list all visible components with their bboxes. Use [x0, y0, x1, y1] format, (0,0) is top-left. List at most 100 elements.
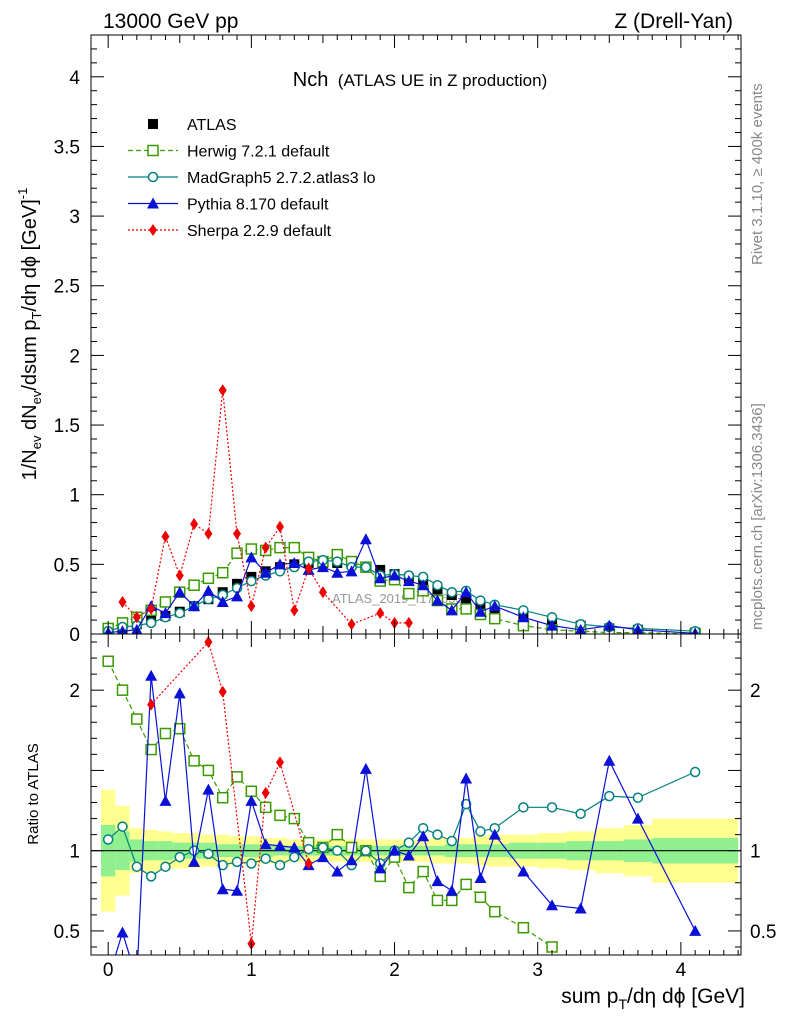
legend-label: Pythia 8.170 default: [187, 197, 329, 214]
legend-marker-sherpa: [149, 224, 157, 236]
y-tick-label: 3.5: [54, 137, 80, 158]
ratio-point-madgraph: [518, 802, 529, 813]
ratio-y-tick-label-right: 0.5: [750, 922, 776, 943]
ratio-line-sherpa: [150, 640, 310, 944]
ratio-point-herwig: [488, 905, 501, 918]
y-tick-label: 0: [69, 625, 80, 646]
ratio-point-herwig: [188, 755, 200, 767]
ratio-point-pythia: [374, 862, 387, 874]
chart-title: Nch (ATLAS UE in Z production): [293, 69, 547, 91]
title-main: Nch: [293, 69, 329, 91]
y-tick-label: 3: [69, 207, 80, 228]
main-point-sherpa: [376, 607, 385, 620]
ratio-point-herwig: [116, 684, 129, 696]
main-point-madgraph: [360, 561, 372, 573]
ratio-point-herwig: [446, 894, 458, 907]
ratio-point-herwig: [131, 713, 143, 725]
ratio-point-herwig: [431, 894, 444, 907]
ratio-point-pythia: [603, 754, 616, 766]
ratio-point-madgraph: [575, 808, 586, 820]
main-line-pythia: [108, 537, 696, 634]
ratio-point-pythia: [202, 783, 215, 795]
ratio-point-madgraph: [546, 802, 558, 813]
main-point-pythia: [388, 569, 401, 581]
ratio-point-madgraph: [475, 826, 486, 837]
ratio-point-pythia: [445, 884, 458, 896]
main-point-sherpa: [347, 618, 356, 631]
ratio-point-pythia: [316, 851, 329, 863]
ratio-point-herwig: [274, 809, 286, 822]
y-tick-label: 1.5: [54, 416, 80, 437]
main-point-pythia: [474, 605, 487, 617]
rivet-label: Rivet 3.1.10, ≥ 400k events: [749, 83, 766, 265]
ratio-point-madgraph: [174, 851, 186, 863]
ratio-point-pythia: [216, 883, 229, 895]
main-point-pythia: [546, 619, 559, 631]
main-point-pythia: [316, 561, 329, 573]
x-axis-label: sum pT/dη dϕ [GeV]: [561, 985, 745, 1012]
main-ylabel: 1/Nev dNev/dsum pT/dη dϕ [GeV]-1: [15, 188, 44, 481]
main-point-madgraph: [174, 607, 186, 619]
main-point-herwig: [231, 547, 243, 559]
main-point-sherpa: [290, 604, 299, 617]
main-point-pythia: [216, 595, 229, 607]
ratio-point-pythia: [131, 973, 143, 984]
main-point-sherpa: [261, 541, 270, 554]
ratio-point-madgraph: [632, 792, 644, 803]
ratio-point-pythia: [359, 762, 372, 774]
legend-marker-pythia: [147, 197, 159, 209]
main-point-sherpa: [404, 616, 413, 629]
y-tick-label: 2.5: [54, 277, 80, 298]
main-point-pythia: [603, 619, 616, 631]
main-point-pythia: [460, 586, 473, 598]
legend-item-madgraph: MadGraph5 2.7.2.atlas3 lo: [128, 170, 376, 187]
ratio-point-madgraph: [604, 790, 615, 802]
main-point-pythia: [632, 623, 644, 634]
legend-label: MadGraph5 2.7.2.atlas3 lo: [187, 170, 376, 187]
main-point-sherpa: [204, 527, 213, 540]
ratio-point-herwig: [288, 812, 301, 825]
main-point-pythia: [417, 579, 430, 591]
ratio-series-sherpa: [147, 636, 313, 950]
main-point-pythia: [374, 572, 387, 584]
ratio-point-madgraph: [160, 861, 171, 872]
main-point-pythia: [331, 566, 344, 578]
ratio-point-madgraph: [432, 829, 443, 840]
main-point-sherpa: [190, 517, 199, 530]
ratio-y-tick-label-right: 1: [750, 842, 761, 863]
ratio-point-sherpa: [204, 636, 213, 649]
ratio-point-herwig: [460, 878, 472, 891]
main-point-sherpa: [275, 520, 284, 533]
main-point-herwig: [460, 603, 472, 615]
legend: ATLAS Herwig 7.2.1 default MadGraph5 2.7.2…: [128, 117, 376, 240]
ratio-point-pythia: [431, 875, 444, 887]
main-point-sherpa: [147, 602, 156, 615]
main-point-madgraph: [332, 556, 343, 567]
ratio-point-pythia: [517, 865, 530, 877]
ratio-series: [102, 636, 702, 984]
x-tick-label: 3: [532, 960, 543, 981]
ratio-point-pythia: [116, 926, 129, 938]
main-point-sherpa: [318, 586, 327, 599]
legend-marker-madgraph: [147, 171, 159, 183]
header-left: 13000 GeV pp: [103, 10, 238, 33]
legend-label: Sherpa 2.2.9 default: [187, 223, 332, 240]
legend-label: ATLAS: [187, 117, 237, 134]
main-point-pythia: [188, 600, 201, 612]
main-point-madgraph: [446, 586, 458, 598]
ratio-y-tick-label: 0.5: [54, 922, 80, 943]
main-point-herwig: [488, 612, 501, 625]
legend-item-atlas: ATLAS: [148, 117, 237, 134]
ratio-point-madgraph: [231, 856, 243, 868]
ratio-point-herwig: [259, 801, 272, 814]
ratio-point-sherpa: [275, 756, 284, 769]
ratio-point-pythia: [631, 812, 644, 824]
main-series-pythia: [104, 533, 699, 634]
main-point-madgraph: [475, 595, 486, 606]
ratio-point-herwig: [216, 791, 229, 804]
ratio-point-pythia: [689, 924, 702, 936]
y-tick-label: 2: [69, 346, 80, 367]
ratio-point-madgraph: [260, 853, 271, 864]
x-tick-label: 2: [389, 960, 400, 981]
ratio-line-madgraph: [107, 771, 696, 878]
